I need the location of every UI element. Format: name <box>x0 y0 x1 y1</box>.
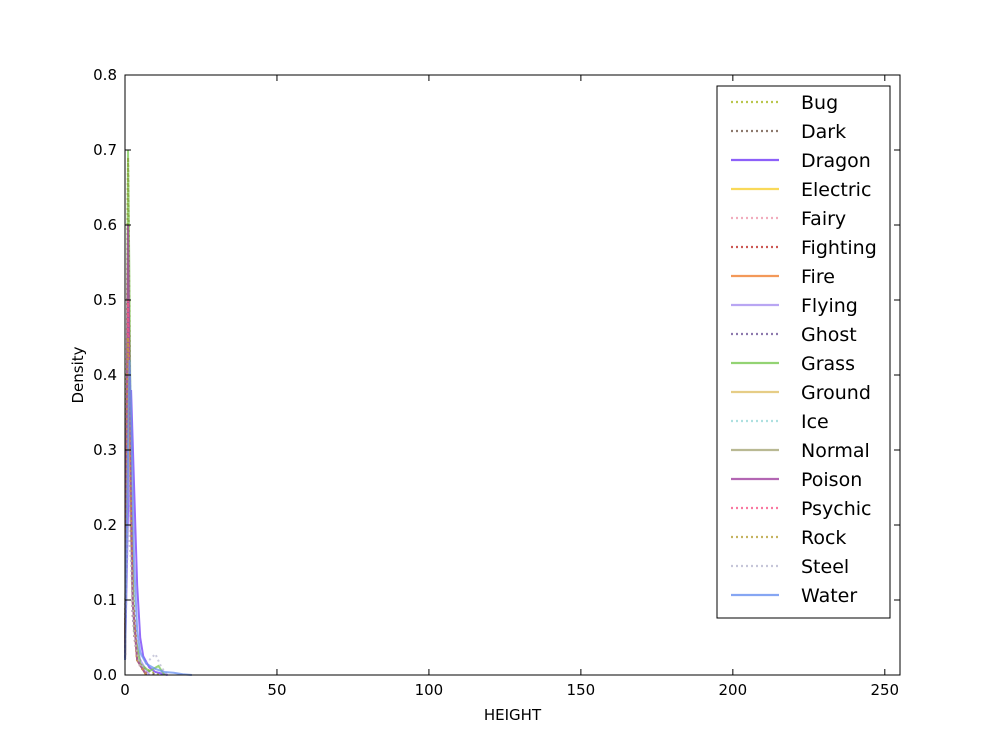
legend: Bug Dark Dragon Electric Fairy Fighting Fire Fl… <box>716 85 891 619</box>
legend-label: Ghost <box>801 324 857 346</box>
y-tick-label: 0.0 <box>93 666 117 684</box>
legend-label: Electric <box>801 179 871 201</box>
legend-label: Grass <box>801 353 855 375</box>
legend-label: Ice <box>801 411 829 433</box>
x-tick-label: 250 <box>870 681 899 699</box>
legend-label: Water <box>801 585 857 607</box>
legend-label: Dragon <box>801 150 871 172</box>
y-tick-label: 0.8 <box>93 66 117 84</box>
legend-label: Rock <box>801 527 846 549</box>
y-axis-title: Density <box>69 346 87 403</box>
x-tick-label: 0 <box>120 681 130 699</box>
x-tick-label: 50 <box>267 681 286 699</box>
x-axis-title: HEIGHT <box>484 706 542 724</box>
y-tick-label: 0.1 <box>93 591 117 609</box>
legend-box <box>716 85 891 619</box>
series-line-water <box>124 359 192 676</box>
legend-label: Normal <box>801 440 870 462</box>
legend-label: Bug <box>801 92 838 114</box>
x-tick-label: 200 <box>719 681 748 699</box>
x-axis: 0 50 100 150 200 250 <box>120 75 899 699</box>
legend-label: Dark <box>801 121 846 143</box>
legend-label: Steel <box>801 556 849 578</box>
legend-label: Fighting <box>801 237 877 259</box>
y-tick-label: 0.5 <box>93 291 117 309</box>
x-tick-label: 100 <box>415 681 444 699</box>
legend-label: Poison <box>801 469 862 491</box>
plot-lines <box>124 149 192 676</box>
y-axis: 0.0 0.1 0.2 0.3 0.4 0.5 0.6 0.7 0.8 <box>93 66 900 684</box>
legend-label: Ground <box>801 382 871 404</box>
legend-label: Fire <box>801 266 835 288</box>
y-tick-label: 0.6 <box>93 216 117 234</box>
legend-label: Flying <box>801 295 858 317</box>
y-tick-label: 0.7 <box>93 141 117 159</box>
y-tick-label: 0.3 <box>93 441 117 459</box>
y-tick-label: 0.2 <box>93 516 117 534</box>
y-tick-label: 0.4 <box>93 366 117 384</box>
legend-label: Fairy <box>801 208 846 230</box>
legend-label: Psychic <box>801 498 871 520</box>
x-tick-label: 150 <box>567 681 596 699</box>
